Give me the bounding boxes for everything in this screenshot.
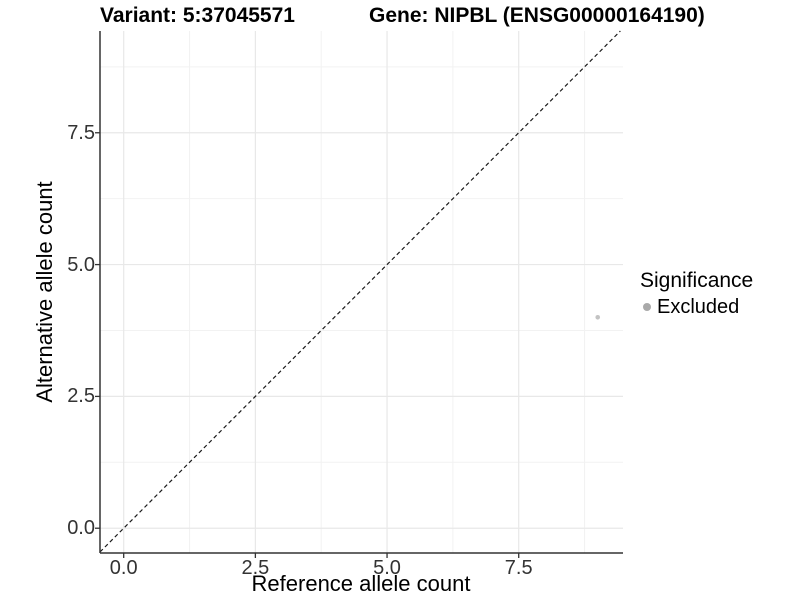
x-tick-label: 5.0 [373,557,401,579]
x-tick-label: 7.5 [504,557,533,579]
y-tick-label: 7.5 [67,121,95,144]
y-tick-label: 0.0 [67,517,95,540]
plot-title-gene: Gene: NIPBL (ENSG00000164190) [369,4,705,27]
data-point-excluded [595,315,601,320]
y-tick-label: 5.0 [67,253,95,276]
x-tick-label: 0.0 [109,557,138,579]
legend-entry-excluded: Excluded [640,295,753,319]
legend-entry-label: Excluded [657,296,740,318]
identity-dashed-line [99,30,621,553]
x-tick-label: 2.5 [241,557,270,579]
excluded-point-icon [643,303,651,311]
x-axis-title: Reference allele count [251,571,471,596]
legend: Significance Excluded [640,268,753,319]
plot-title-variant: Variant: 5:37045571 [100,4,295,27]
legend-title: Significance [640,269,754,292]
y-axis-title: Alternative allele count [32,181,57,403]
y-tick-label: 2.5 [67,385,95,408]
